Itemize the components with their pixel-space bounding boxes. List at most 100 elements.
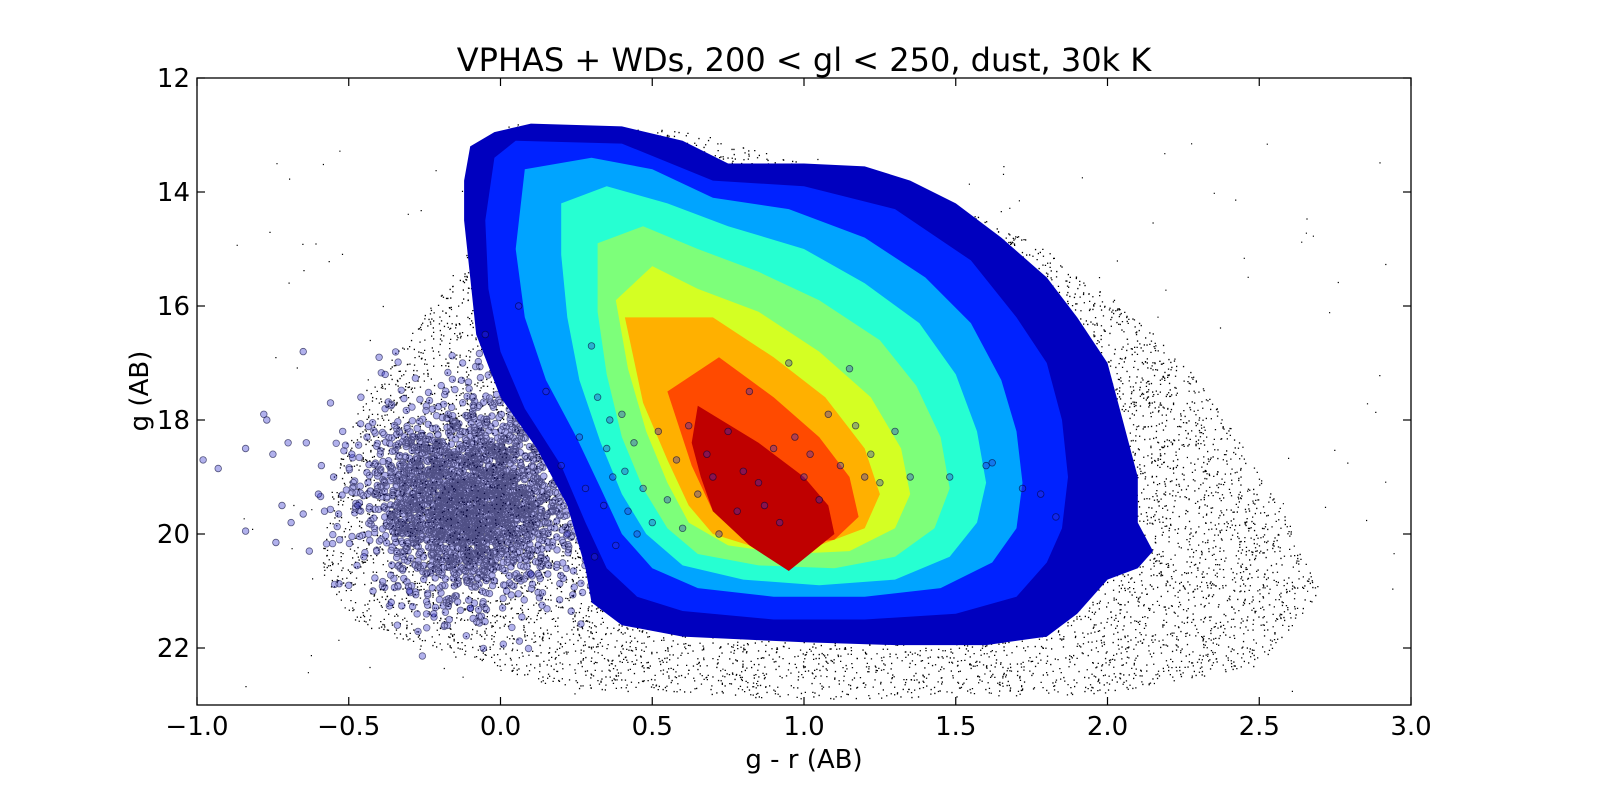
wd-point [299, 347, 307, 356]
wd-point [284, 439, 292, 447]
wd-point [320, 507, 329, 515]
y-axis: 12 14 16 18 20 22 [157, 64, 1411, 664]
wd-point [241, 527, 250, 535]
wd-point [800, 473, 808, 481]
wd-point [1018, 484, 1027, 493]
wd-point [672, 456, 681, 464]
wd-point [263, 416, 271, 424]
contour-level-9 [691, 405, 835, 571]
wd-point [278, 501, 286, 510]
wd-point [982, 461, 990, 470]
wd-point [815, 496, 823, 504]
wd-point [639, 484, 647, 493]
wd-point [876, 479, 884, 487]
wd-point [335, 536, 344, 544]
wd-point [709, 473, 717, 481]
wd-point [339, 427, 347, 436]
wd-point [739, 467, 747, 475]
wd-point [557, 461, 565, 470]
wd-point [314, 490, 323, 498]
wd-point [302, 439, 310, 447]
wd-point [393, 621, 401, 629]
wd-point [600, 501, 608, 510]
wd-point [326, 399, 335, 407]
white-dwarf-outlier-layer [199, 302, 1060, 629]
x-tick-label: 0.5 [632, 712, 673, 742]
x-axis-label: g - r (AB) [745, 745, 862, 775]
wd-point [609, 473, 617, 481]
white-dwarf-points [316, 330, 610, 660]
wd-point [612, 541, 620, 550]
wd-point [348, 450, 356, 458]
wd-point [369, 587, 377, 595]
chart-title: VPHAS + WDs, 200 < gl < 250, dust, 30k K [457, 41, 1153, 79]
wd-point [633, 530, 641, 538]
wd-point [760, 501, 769, 510]
wd-point [590, 553, 599, 561]
wd-point [305, 547, 313, 555]
wd-point [845, 365, 854, 373]
wd-point [733, 507, 741, 515]
wd-point [678, 524, 687, 532]
wd-point [1036, 490, 1045, 498]
x-axis: −1.0 −0.5 0.0 0.5 1.0 1.5 2.0 2.5 3.0 [165, 78, 1432, 742]
wd-point [745, 387, 754, 396]
wd-point [542, 387, 550, 396]
wd-point [405, 587, 414, 595]
y-tick-label: 16 [157, 292, 190, 322]
wd-point [593, 393, 602, 401]
white-dwarf-layer [316, 330, 610, 660]
wd-point [360, 553, 368, 561]
wd-point [703, 450, 711, 458]
wd-point [824, 410, 832, 418]
wd-point [776, 518, 784, 527]
wd-point [329, 473, 338, 481]
wd-point [357, 393, 365, 401]
wd-point [563, 530, 571, 538]
wd-point [906, 473, 914, 481]
x-tick-label: −1.0 [165, 712, 228, 742]
wd-point [624, 507, 632, 515]
wd-point [272, 538, 280, 547]
wd-point [836, 461, 845, 470]
wd-point [317, 461, 326, 470]
wd-point [663, 496, 672, 504]
wd-point [287, 518, 295, 527]
wd-point [466, 604, 474, 612]
y-tick-label: 20 [157, 520, 190, 550]
wd-point [214, 464, 222, 473]
y-tick-label: 18 [157, 406, 190, 436]
x-tick-label: 0.0 [480, 712, 521, 742]
wd-point [269, 450, 277, 458]
density-contour-layer [464, 123, 1154, 646]
wd-point [527, 570, 535, 578]
wd-point [581, 484, 590, 493]
wd-point [606, 416, 614, 424]
y-tick-label: 12 [157, 64, 190, 94]
x-tick-label: 1.0 [783, 712, 824, 742]
wd-point [481, 330, 489, 339]
wd-point [685, 422, 693, 430]
wd-point [867, 450, 875, 458]
wd-point [785, 359, 793, 367]
wd-point [806, 450, 814, 458]
wd-point [354, 501, 362, 510]
x-tick-label: 1.5 [935, 712, 976, 742]
wd-point [587, 342, 596, 350]
wd-point [260, 410, 268, 418]
wd-point [988, 459, 996, 467]
wd-point [575, 433, 584, 441]
wd-point [621, 467, 629, 475]
wd-point [648, 518, 656, 527]
wd-point [769, 444, 778, 453]
wd-point [345, 581, 353, 589]
wd-point [891, 427, 899, 436]
wd-point [603, 444, 611, 453]
x-tick-label: 2.5 [1239, 712, 1280, 742]
x-tick-label: −0.5 [317, 712, 380, 742]
wd-point [199, 456, 207, 464]
wd-point [754, 479, 763, 487]
wd-point [654, 427, 662, 436]
